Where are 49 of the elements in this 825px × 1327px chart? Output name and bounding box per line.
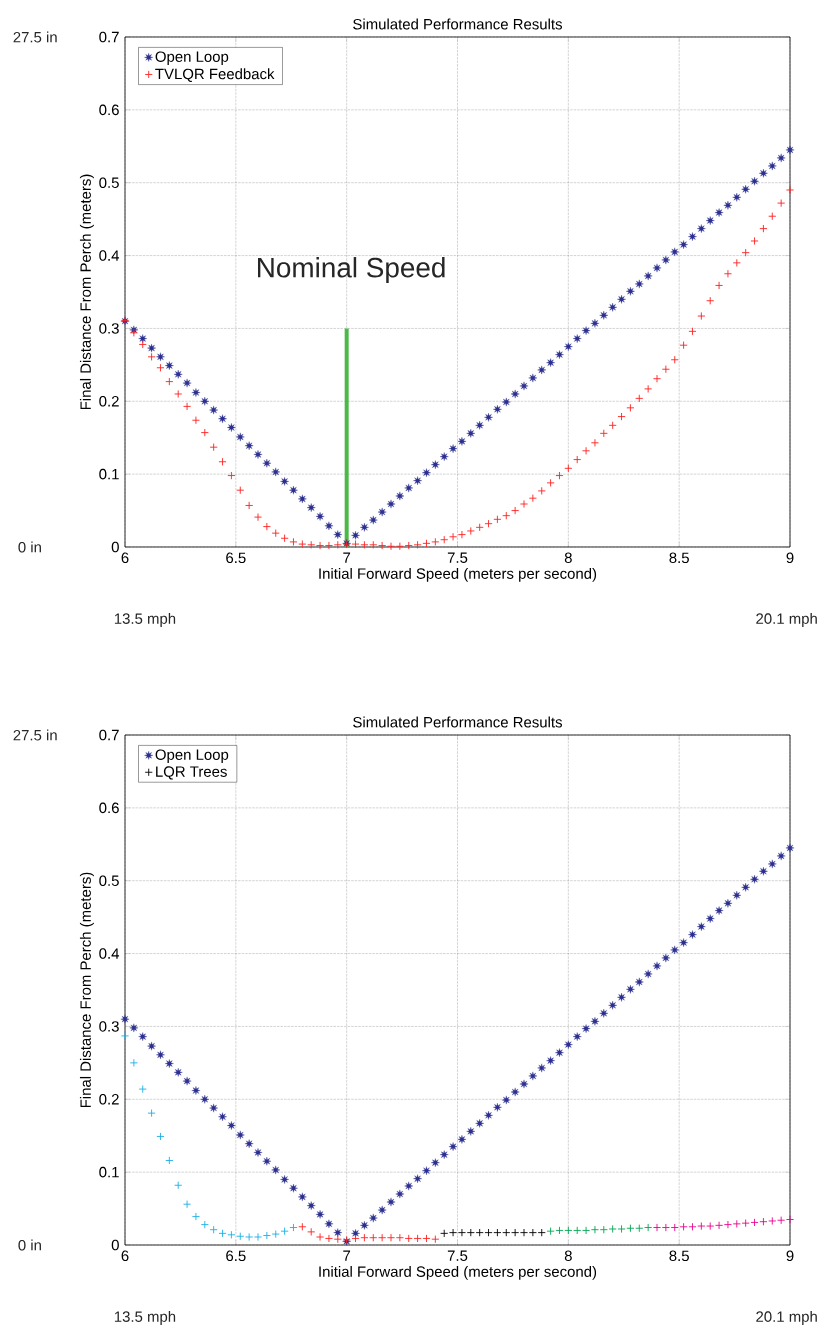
y-axis-title: Final Distance From Perch (meters) bbox=[79, 174, 94, 410]
text: 13.5 mph bbox=[114, 612, 176, 627]
y-tick-label: 0.6 bbox=[99, 104, 119, 116]
x-tick-label: 9 bbox=[786, 1250, 794, 1262]
text: 13.5 mph bbox=[114, 1310, 176, 1325]
x-tick-label: 8.5 bbox=[669, 1250, 689, 1262]
y-tick-label: 0.4 bbox=[99, 250, 120, 261]
y-tick-label: 0.5 bbox=[99, 177, 119, 188]
x-tick-label: 7 bbox=[343, 1250, 351, 1261]
y-tick-label: 0.2 bbox=[99, 395, 119, 407]
x-tick-label: 7 bbox=[343, 552, 351, 563]
y-tick-label: 0.5 bbox=[99, 875, 119, 886]
x-tick-label: 8 bbox=[564, 1250, 572, 1262]
x-tick-label: 7.5 bbox=[447, 1250, 468, 1261]
y-tick-label: 0.7 bbox=[99, 31, 119, 43]
x-tick-label: 9 bbox=[786, 552, 794, 564]
y-tick-label: 0 bbox=[111, 541, 119, 553]
x-tick-label: 6 bbox=[121, 552, 129, 564]
chart-title: Simulated Performance Results bbox=[353, 716, 562, 728]
x-tick-label: 7.5 bbox=[447, 552, 468, 563]
legend-label: Open Loop bbox=[155, 51, 229, 65]
y-axis-title: Final Distance From Perch (meters) bbox=[79, 872, 94, 1108]
y-tick-label: 0.6 bbox=[99, 802, 119, 814]
text: 0 in bbox=[18, 1239, 41, 1251]
x-tick-label: 8 bbox=[564, 552, 572, 564]
x-tick-label: 6.5 bbox=[226, 1250, 246, 1262]
text: 27.5 in bbox=[13, 729, 57, 741]
x-tick-label: 8.5 bbox=[669, 552, 689, 564]
text: 20.1 mph bbox=[756, 612, 817, 627]
text: 20.1 mph bbox=[756, 1310, 817, 1325]
y-tick-label: 0.2 bbox=[99, 1093, 119, 1105]
x-axis-title: Initial Forward Speed (meters per second) bbox=[319, 567, 597, 582]
legend-label: TVLQR Feedback bbox=[155, 68, 275, 82]
y-tick-label: 0.1 bbox=[99, 468, 119, 480]
x-tick-label: 6.5 bbox=[226, 552, 246, 564]
y-tick-label: 0 bbox=[111, 1239, 119, 1251]
annotation: Nominal Speed bbox=[258, 257, 445, 284]
text: 27.5 in bbox=[13, 31, 57, 43]
y-tick-label: 0.3 bbox=[99, 1021, 119, 1032]
y-tick-label: 0.1 bbox=[99, 1166, 119, 1178]
y-tick-label: 0.7 bbox=[99, 729, 119, 741]
y-tick-label: 0.3 bbox=[99, 323, 119, 334]
legend-label: LQR Trees bbox=[156, 766, 227, 780]
x-tick-label: 6 bbox=[121, 1250, 129, 1262]
legend-label: Open Loop bbox=[155, 749, 229, 763]
y-tick-label: 0.4 bbox=[99, 948, 120, 959]
chart-title: Simulated Performance Results bbox=[353, 18, 562, 30]
x-axis-title: Initial Forward Speed (meters per second) bbox=[319, 1265, 597, 1280]
text: 0 in bbox=[18, 541, 41, 553]
